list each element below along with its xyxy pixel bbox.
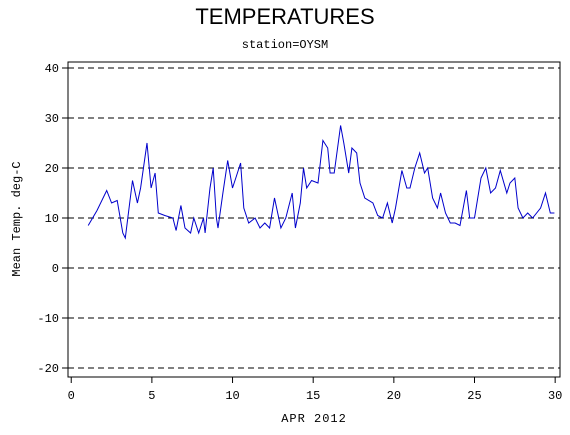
y-axis-label: Mean Temp. deg-C xyxy=(10,161,24,276)
x-tick-label: 10 xyxy=(225,389,239,403)
y-tick-label: 40 xyxy=(45,62,59,76)
x-tick-label: 5 xyxy=(148,389,155,403)
plot-frame xyxy=(67,61,561,378)
y-tick-label: 0 xyxy=(52,262,59,276)
x-axis-label: APR 2012 xyxy=(281,412,347,426)
x-tick-label: 20 xyxy=(387,389,401,403)
x-tick-label: 30 xyxy=(548,389,562,403)
y-tick-label: -10 xyxy=(37,312,59,326)
y-tick-label: 30 xyxy=(45,112,59,126)
y-tick-label: 10 xyxy=(45,212,59,226)
x-tick-label: 15 xyxy=(306,389,320,403)
x-tick-label: 0 xyxy=(68,389,75,403)
x-tick-label: 25 xyxy=(467,389,481,403)
chart-subtitle: station=OYSM xyxy=(242,38,328,52)
chart-title: TEMPERATURES xyxy=(195,4,374,29)
y-tick-label: -20 xyxy=(37,362,59,376)
data-line xyxy=(87,125,555,240)
y-tick-label: 20 xyxy=(45,162,59,176)
